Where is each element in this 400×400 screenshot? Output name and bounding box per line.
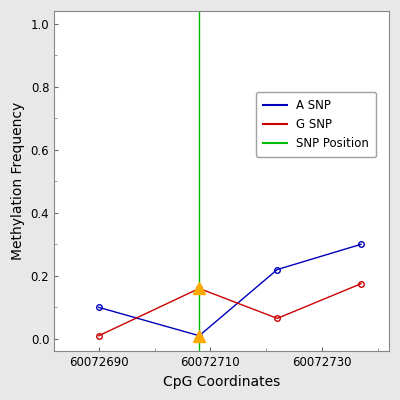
Y-axis label: Methylation Frequency: Methylation Frequency	[11, 102, 25, 260]
Legend: A SNP, G SNP, SNP Position: A SNP, G SNP, SNP Position	[256, 92, 376, 157]
X-axis label: CpG Coordinates: CpG Coordinates	[163, 375, 280, 389]
